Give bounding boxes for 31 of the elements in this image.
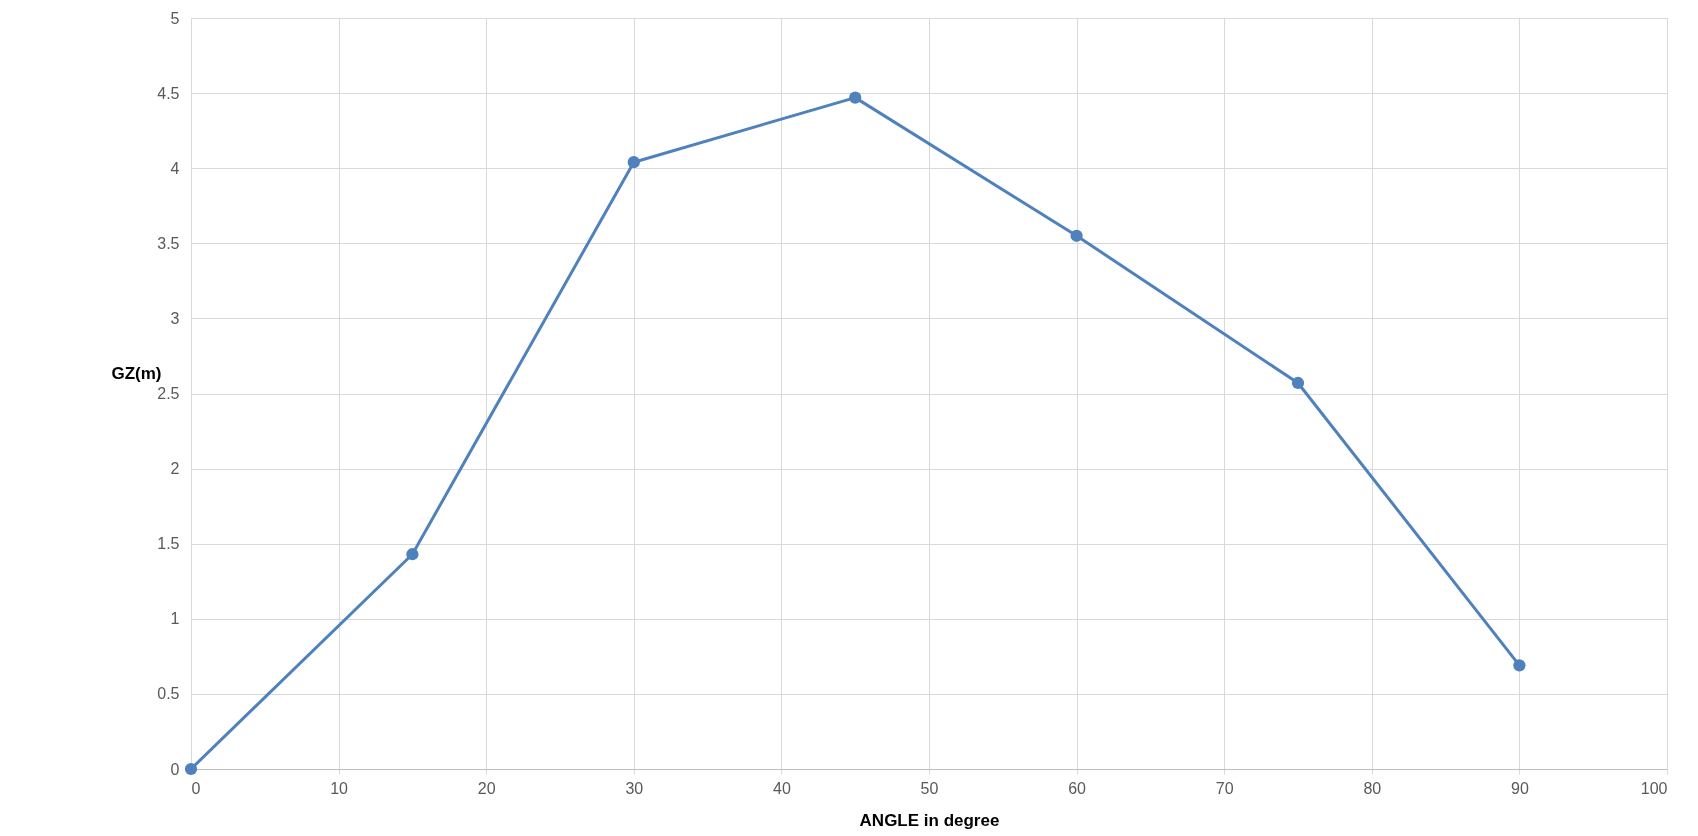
x-tick-label: 40 <box>773 779 791 797</box>
y-tick-label: 3 <box>170 309 180 327</box>
x-tick-label: 50 <box>920 779 939 797</box>
x-tick-label: 90 <box>1511 779 1529 797</box>
x-axis-title: ANGLE in degree <box>859 810 1000 830</box>
x-tick-label: 60 <box>1068 779 1087 797</box>
y-tick-label: 1 <box>170 610 180 628</box>
y-tick-label: 2 <box>170 460 180 478</box>
x-tick-label: 10 <box>330 779 349 797</box>
y-tick-label: 4.5 <box>157 84 180 102</box>
x-tick-label: 20 <box>477 779 496 797</box>
point <box>1291 376 1305 390</box>
x-tick-label: 30 <box>625 779 644 797</box>
point <box>849 91 862 104</box>
y-axis-title: GZ(m) <box>111 363 162 383</box>
y-tick-label: 0.5 <box>157 685 180 703</box>
x-tick-label: 100 <box>1640 779 1668 797</box>
y-tick-label: 1.5 <box>157 535 180 553</box>
x-tick-label: 0 <box>191 779 201 797</box>
y-tick-label: 4 <box>170 159 180 177</box>
y-tick-label: 2.5 <box>157 385 180 402</box>
point <box>406 548 419 561</box>
point <box>184 762 198 776</box>
y-tick-label: 5 <box>170 9 180 27</box>
point <box>1513 659 1526 672</box>
point <box>627 156 640 169</box>
y-tick-label: 3.5 <box>157 234 180 252</box>
point <box>1070 229 1083 242</box>
y-tick-label: 0 <box>170 760 180 778</box>
x-tick-label: 80 <box>1363 779 1382 797</box>
x-tick-label: 70 <box>1215 779 1234 797</box>
